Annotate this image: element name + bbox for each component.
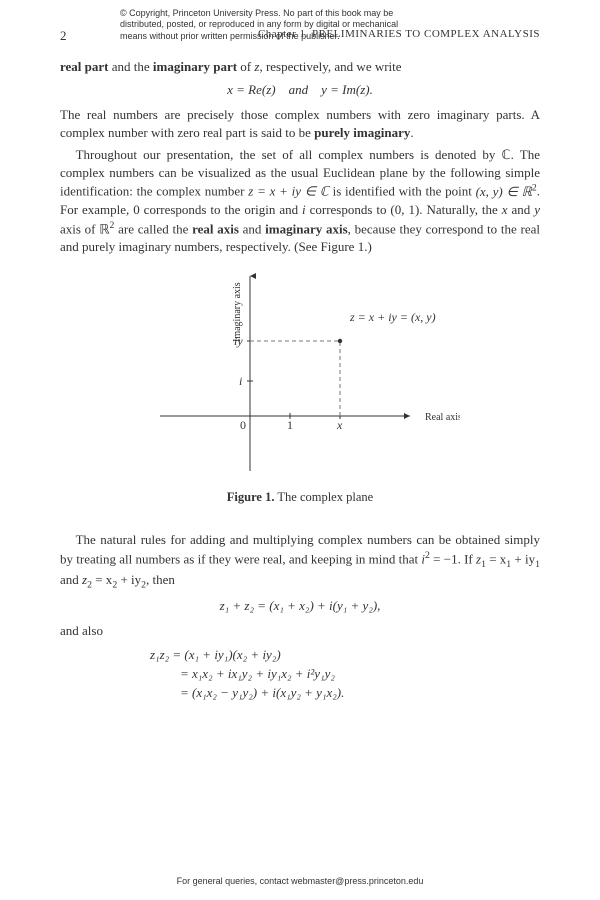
paragraph-purely-imaginary: The real numbers are precisely those com… (60, 106, 540, 142)
figure-caption: Figure 1. The complex plane (60, 490, 540, 505)
and-also: and also (60, 622, 540, 640)
page-header: 2 Chapter 1. PRELIMINARIES TO COMPLEX AN… (60, 28, 540, 46)
i-label: i (239, 374, 242, 388)
term-imaginary-part: imaginary part (153, 59, 237, 74)
term-imaginary-axis: imaginary axis (265, 221, 347, 236)
paragraph-c-plane: Throughout our presentation, the set of … (60, 146, 540, 256)
chapter-title: Chapter 1. PRELIMINARIES TO COMPLEX ANAL… (258, 28, 540, 40)
equation-sum: z₁ + z₂ = (x₁ + x₂) + i(y₁ + y₂), (60, 598, 540, 614)
figure-1: Real axis Imaginary axis z = x + iy = (x… (60, 266, 540, 505)
x-tick-label: x (336, 418, 343, 432)
term-real-axis: real axis (192, 221, 239, 236)
page-number: 2 (60, 28, 67, 43)
one-label: 1 (287, 418, 293, 432)
paragraph-add-mult: The natural rules for adding and multipl… (60, 531, 540, 592)
term-real-part: real part (60, 59, 109, 74)
paragraph-real-imag: real part and the imaginary part of z, r… (60, 58, 540, 76)
equation-re-im: x = Re(z) and y = Im(z). (60, 82, 540, 98)
equation-product: z₁z₂ = (x₁ + iy₁)(x₂ + iy₂) = x₁x₂ + ix₁… (150, 646, 540, 703)
footer-contact: For general queries, contact webmaster@p… (0, 876, 600, 886)
origin-label: 0 (240, 418, 246, 432)
complex-plane-diagram: Real axis Imaginary axis z = x + iy = (x… (140, 266, 460, 476)
x-axis-label: Real axis (425, 412, 460, 423)
term-purely-imaginary: purely imaginary (314, 125, 410, 140)
page: © Copyright, Princeton University Press.… (0, 0, 600, 900)
point-label: z = x + iy = (x, y) (349, 310, 436, 324)
iy-label: iy (234, 334, 243, 348)
point-z (338, 339, 342, 343)
